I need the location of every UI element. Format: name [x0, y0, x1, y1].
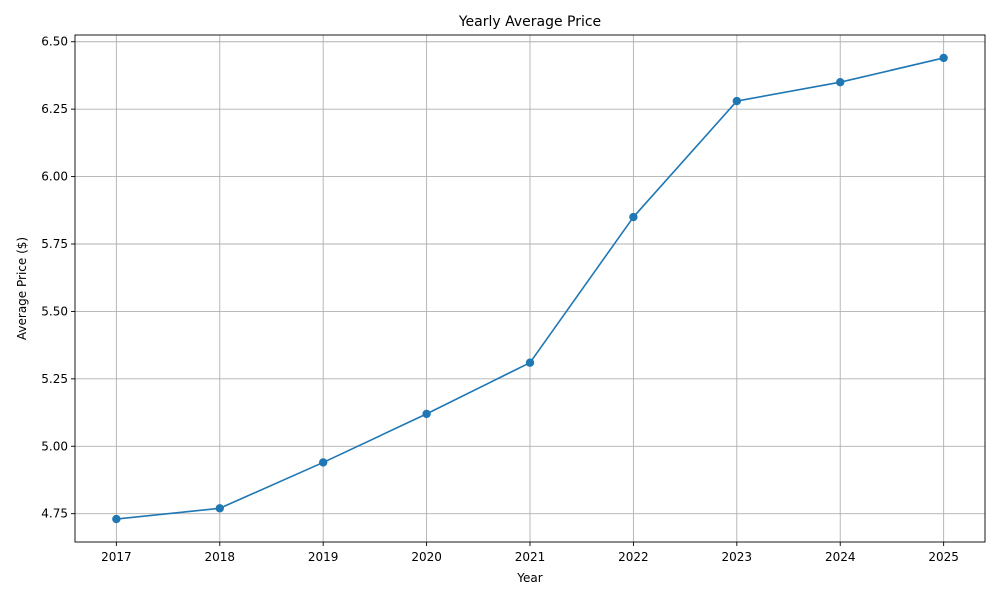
y-tick-label: 5.75 [41, 237, 68, 251]
y-tick-label: 6.50 [41, 35, 68, 49]
tick-layer: 2017 2018 2019 2020 2021 2022 2023 2024 2025 4.75… [41, 35, 959, 564]
data-point [939, 53, 948, 63]
x-tick-label: 2022 [618, 550, 649, 564]
x-tick-label: 2024 [825, 550, 856, 564]
data-point [732, 96, 742, 106]
x-axis-label: Year [516, 571, 542, 585]
x-tick-label: 2020 [411, 550, 442, 564]
x-tick-label: 2025 [928, 550, 959, 564]
x-tick-label: 2021 [515, 550, 546, 564]
data-point [629, 212, 638, 222]
grid-layer [75, 35, 985, 542]
y-tick-label: 5.00 [41, 439, 68, 453]
x-tick-label: 2019 [308, 550, 339, 564]
y-tick-label: 6.00 [41, 170, 68, 184]
data-point [422, 409, 431, 419]
data-point [215, 504, 224, 513]
x-tick-label: 2018 [204, 550, 235, 564]
y-axis-label: Average Price ($) [15, 237, 29, 340]
data-point [318, 458, 328, 467]
data-point [836, 77, 845, 87]
y-tick-label: 6.25 [41, 102, 68, 116]
x-tick-label: 2017 [101, 550, 132, 564]
data-point [525, 358, 535, 367]
data-point [112, 514, 121, 524]
y-tick-label: 5.25 [41, 372, 68, 386]
chart-title: Yearly Average Price [458, 14, 601, 30]
y-tick-label: 5.50 [41, 304, 68, 318]
x-tick-label: 2023 [722, 550, 753, 564]
y-tick-label: 4.75 [41, 507, 68, 521]
series-layer [112, 53, 948, 524]
